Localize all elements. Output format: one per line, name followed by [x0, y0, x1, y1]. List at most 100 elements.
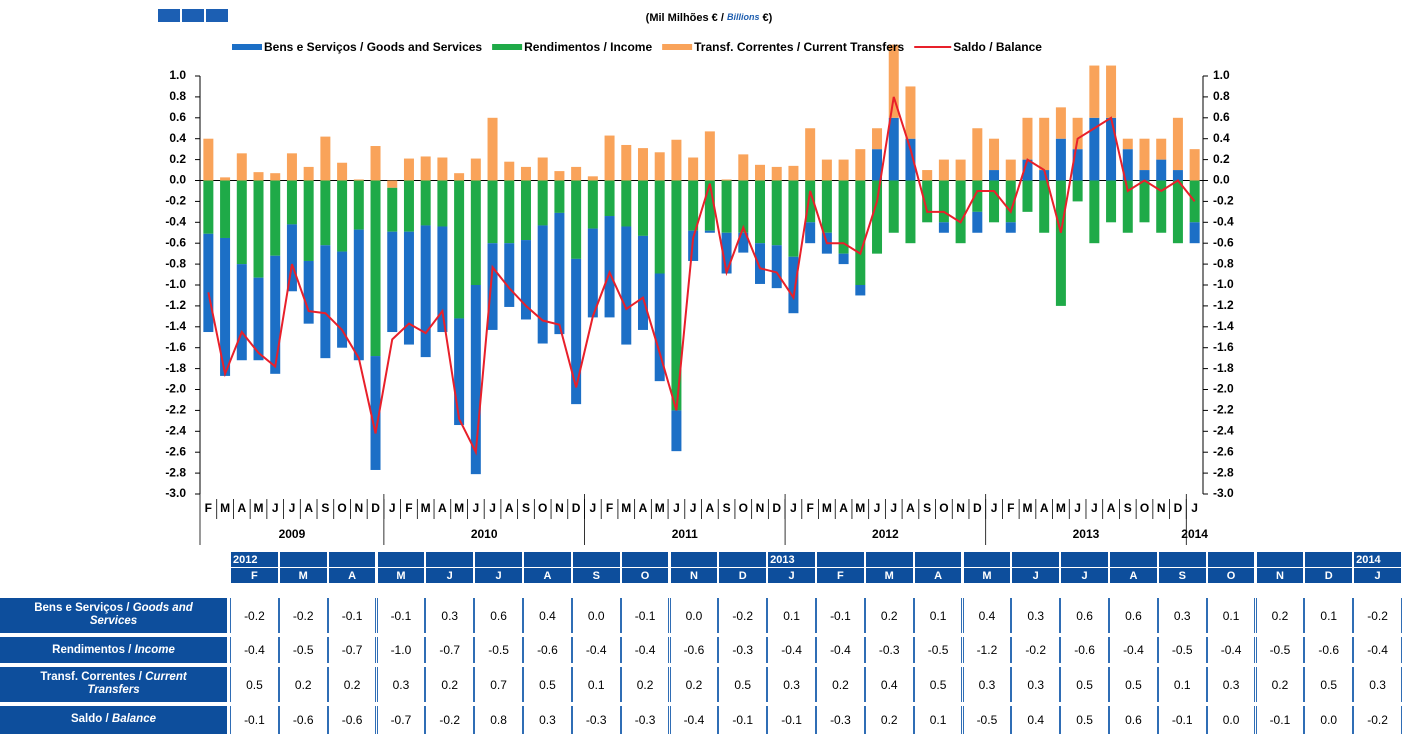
- table-cell: -1.0: [376, 637, 426, 663]
- subtitle: (Mil Milhões € / Billions €): [646, 12, 773, 24]
- bar: [855, 180, 866, 285]
- table-cell: -0.6: [327, 706, 377, 734]
- bar: [805, 180, 816, 223]
- row-label-en: Income: [134, 644, 175, 656]
- y2-tick-label: -2.0: [1213, 382, 1234, 396]
- table-cell: 0.6: [1060, 598, 1109, 633]
- bar: [821, 180, 832, 233]
- bar: [1022, 180, 1033, 212]
- bar: [922, 170, 933, 181]
- month-header: D: [1305, 568, 1353, 583]
- bar: [537, 225, 548, 344]
- header-cell: [572, 552, 620, 567]
- bar: [1122, 180, 1133, 233]
- header-cell: [1256, 552, 1304, 567]
- y2-tick-label: -2.8: [1213, 465, 1234, 479]
- bar: [771, 245, 782, 289]
- bar: [303, 180, 314, 261]
- y-tick-label: -2.0: [165, 382, 186, 396]
- bar: [1005, 222, 1016, 233]
- bar: [821, 159, 832, 181]
- bar: [353, 179, 364, 181]
- x-tick-label: A: [639, 501, 648, 515]
- table-cell: 0.5: [1109, 667, 1158, 702]
- bar: [1106, 65, 1117, 118]
- header-cell: [865, 552, 913, 567]
- y-tick-label: -2.8: [165, 465, 186, 479]
- bar: [520, 180, 531, 241]
- bar: [520, 166, 531, 181]
- bar: [654, 152, 665, 181]
- year-header: 2013: [768, 552, 815, 567]
- subtitle-part: (Mil Milhões € /: [646, 12, 727, 24]
- bar: [437, 180, 448, 227]
- bar: [738, 180, 749, 233]
- x-tick-label: F: [1007, 501, 1014, 515]
- header-cell: [426, 552, 474, 567]
- x-tick-label: O: [538, 501, 547, 515]
- bar: [571, 180, 582, 259]
- x-tick-label: F: [405, 501, 412, 515]
- y-tick-label: -1.4: [165, 319, 186, 333]
- month-header: A: [1110, 568, 1157, 583]
- bar: [704, 131, 715, 181]
- table-cell: 0.5: [718, 667, 768, 702]
- table-cell: 0.1: [1206, 598, 1256, 633]
- x-tick-label: A: [1040, 501, 1049, 515]
- y2-tick-label: -1.0: [1213, 277, 1234, 291]
- table-cell: 0.3: [962, 667, 1012, 702]
- y2-tick-label: -2.2: [1213, 403, 1234, 417]
- table-cell: -0.1: [620, 598, 670, 633]
- bar: [905, 86, 916, 139]
- bar: [420, 225, 431, 358]
- table-cell: -0.1: [767, 706, 816, 734]
- bar: [370, 180, 381, 357]
- x-tick-label: J: [272, 501, 279, 515]
- y-tick-label: -1.8: [165, 361, 186, 375]
- bar: [955, 159, 966, 181]
- bar: [403, 180, 414, 232]
- table-cell: -0.3: [864, 637, 914, 663]
- year-label: 2009: [279, 527, 306, 541]
- bar: [487, 243, 498, 330]
- y2-tick-label: -1.6: [1213, 340, 1234, 354]
- month-header: J: [768, 568, 815, 583]
- bar: [788, 165, 799, 181]
- table-cell: -0.1: [1255, 706, 1305, 734]
- bar: [855, 285, 866, 296]
- bar: [721, 180, 732, 233]
- bar: [403, 158, 414, 181]
- bar: [654, 273, 665, 382]
- x-tick-label: M: [621, 501, 631, 515]
- y-tick-label: -1.0: [165, 277, 186, 291]
- table-cell: -0.3: [718, 637, 768, 663]
- y-tick-label: 0.6: [169, 110, 186, 124]
- x-tick-label: A: [906, 501, 915, 515]
- table-cell: 0.3: [1011, 667, 1061, 702]
- table-cell: -0.7: [425, 637, 475, 663]
- legend-swatch: [492, 44, 523, 50]
- header-cell: [475, 552, 522, 567]
- header-cell: [817, 552, 864, 567]
- table-cell: -0.7: [376, 706, 426, 734]
- table-cell: -0.5: [1255, 637, 1305, 663]
- table-cell: -0.4: [571, 637, 621, 663]
- bar: [704, 230, 715, 233]
- bar: [370, 146, 381, 181]
- bar: [504, 161, 515, 181]
- table-cell: -0.4: [620, 637, 670, 663]
- table-cell: -0.6: [523, 637, 572, 663]
- bar: [1139, 180, 1150, 223]
- table-cell: 0.3: [1353, 667, 1402, 702]
- table-cell: 0.3: [1157, 598, 1207, 633]
- bar: [704, 180, 715, 231]
- y-tick-label: 0.4: [169, 131, 186, 145]
- month-header: M: [377, 568, 425, 583]
- bar: [788, 180, 799, 257]
- y-tick-label: -0.4: [165, 214, 186, 228]
- y2-tick-label: 0.0: [1213, 173, 1230, 187]
- bar: [504, 180, 515, 244]
- bar: [888, 117, 899, 181]
- table-cell: 0.1: [913, 706, 963, 734]
